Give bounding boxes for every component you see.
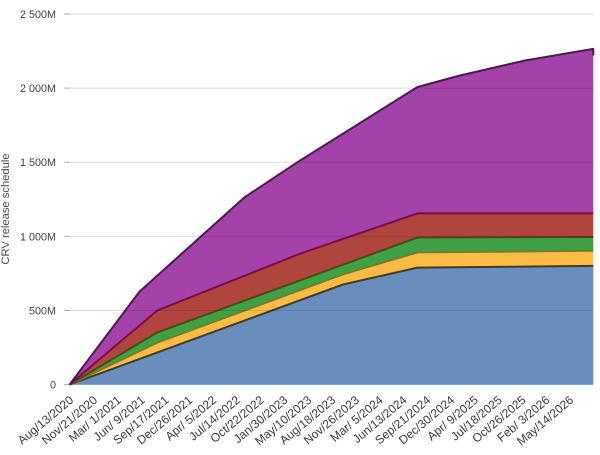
svg-text:2 500M: 2 500M [20, 9, 56, 21]
svg-text:1 500M: 1 500M [20, 157, 56, 169]
svg-text:1 000M: 1 000M [20, 231, 56, 243]
svg-text:CRV release schedule: CRV release schedule [0, 153, 12, 264]
svg-text:2 000M: 2 000M [20, 83, 56, 95]
svg-text:0: 0 [50, 380, 56, 392]
svg-text:500M: 500M [29, 306, 56, 318]
